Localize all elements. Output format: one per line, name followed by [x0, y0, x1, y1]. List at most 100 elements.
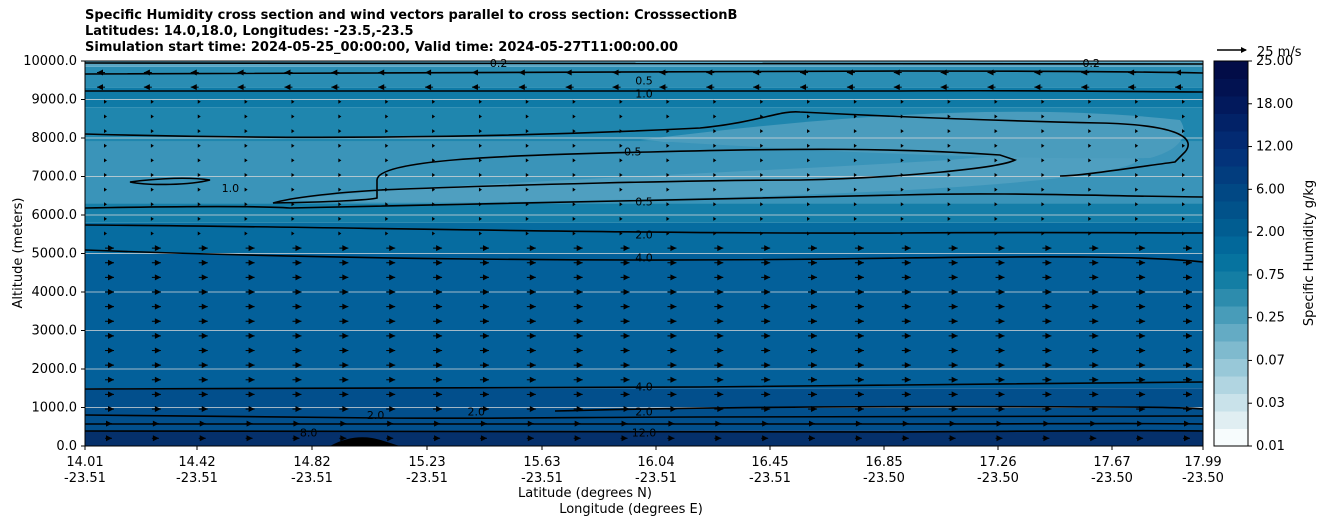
wind-vector	[900, 216, 904, 221]
colorbar-segment	[1214, 131, 1248, 149]
wind-vector-head	[518, 84, 525, 91]
wind-vector-head	[998, 332, 1005, 339]
contour-label: 0.5	[635, 196, 653, 209]
y-tick-label: 4000.0	[32, 285, 78, 300]
wind-vector-head	[715, 435, 722, 442]
wind-vector-head	[855, 435, 862, 442]
wind-vector-head	[904, 289, 911, 295]
wind-vector	[900, 187, 904, 192]
wind-vector-head	[342, 362, 349, 369]
wind-vector-head	[482, 406, 489, 413]
wind-vector	[853, 99, 857, 104]
wind-vector-head	[248, 318, 255, 325]
x-tick-label-lon: -23.50	[977, 471, 1019, 486]
wind-vector	[338, 202, 342, 207]
wind-vector-head	[762, 420, 769, 427]
contour-label: 8.0	[300, 427, 318, 440]
wind-vector	[572, 231, 576, 236]
wind-vector	[1088, 99, 1092, 104]
wind-vector	[947, 143, 951, 148]
wind-vector-head	[1139, 332, 1146, 339]
x-tick-label-lat: 17.67	[1093, 455, 1130, 470]
wind-vector	[853, 187, 857, 192]
wind-vector	[385, 202, 389, 207]
x-tick-label-lon: -23.51	[291, 471, 333, 486]
wind-vector-head	[846, 69, 853, 76]
wind-vector-head	[295, 318, 302, 325]
x-tick-label-lon: -23.51	[176, 471, 218, 486]
wind-vector-head	[576, 259, 583, 266]
wind-vector	[666, 187, 670, 192]
colorbar-segment	[1214, 323, 1248, 342]
wind-vector	[1135, 216, 1139, 221]
wind-vector	[619, 129, 623, 134]
wind-vector-head	[717, 347, 724, 354]
wind-vector-head	[717, 376, 724, 383]
wind-vector	[432, 129, 436, 134]
contour-label: 4.0	[635, 380, 653, 393]
wind-vector	[619, 202, 623, 207]
wind-vector-head	[670, 406, 677, 413]
wind-vector-head	[576, 332, 583, 339]
wind-vector	[572, 129, 576, 134]
wind-vector	[197, 231, 201, 236]
wind-vector	[1041, 231, 1045, 236]
wind-vector-head	[342, 376, 349, 383]
wind-vector-head	[389, 259, 396, 266]
wind-vector	[525, 187, 529, 192]
wind-vector	[713, 129, 717, 134]
wind-vector-head	[621, 420, 628, 427]
wind-vector	[807, 129, 811, 134]
wind-vector-head	[387, 435, 394, 442]
wind-vector-head	[951, 391, 958, 398]
wind-vector-head	[1186, 376, 1192, 383]
wind-vector	[104, 231, 107, 236]
wind-vector	[760, 231, 764, 236]
wind-vector-head	[1043, 435, 1050, 442]
wind-vector-head	[1045, 259, 1052, 266]
wind-vector	[900, 231, 904, 236]
wind-vector	[525, 129, 529, 134]
wind-vector-head	[340, 420, 347, 427]
wind-vector-head	[1045, 347, 1052, 354]
wind-vector-head	[811, 391, 818, 398]
wind-vector-head	[529, 259, 536, 266]
colorbar-tick-label: 0.03	[1256, 396, 1285, 411]
wind-vector	[150, 216, 154, 221]
x-tick-label-lon: -23.51	[635, 471, 677, 486]
wind-vector	[994, 143, 998, 148]
wind-vector-head	[1186, 318, 1192, 325]
wind-vector-head	[576, 406, 583, 413]
wind-vector-head	[389, 303, 396, 310]
wind-vector-head	[574, 435, 581, 442]
wind-vector	[900, 114, 904, 119]
wind-vector-head	[482, 289, 489, 295]
wind-vector	[666, 172, 670, 177]
contour-line	[85, 110, 1189, 177]
wind-vector	[478, 187, 482, 192]
wind-vector-head	[623, 376, 630, 383]
wind-vector	[150, 187, 154, 192]
x-tick-label-lat: 15.23	[408, 455, 445, 470]
wind-vector	[619, 187, 623, 192]
wind-vector-head	[152, 420, 159, 427]
wind-vector-head	[1092, 245, 1099, 252]
wind-vector-head	[565, 69, 572, 76]
wind-vector-head	[857, 245, 864, 252]
wind-vector-head	[201, 332, 208, 339]
wind-vector	[244, 172, 248, 177]
wind-vector	[432, 187, 436, 192]
y-tick-label: 3000.0	[32, 324, 78, 339]
wind-vector-head	[717, 259, 724, 266]
wind-vector-head	[576, 362, 583, 369]
wind-vector-head	[1092, 259, 1099, 266]
wind-vector-head	[201, 274, 208, 281]
wind-vector	[1088, 187, 1092, 192]
wind-vector	[572, 216, 576, 221]
wind-vector	[994, 202, 998, 207]
x-tick-label-lon: -23.50	[863, 471, 905, 486]
wind-vector	[244, 187, 248, 192]
wind-vector-head	[1045, 303, 1052, 310]
wind-vector-head	[764, 303, 771, 310]
